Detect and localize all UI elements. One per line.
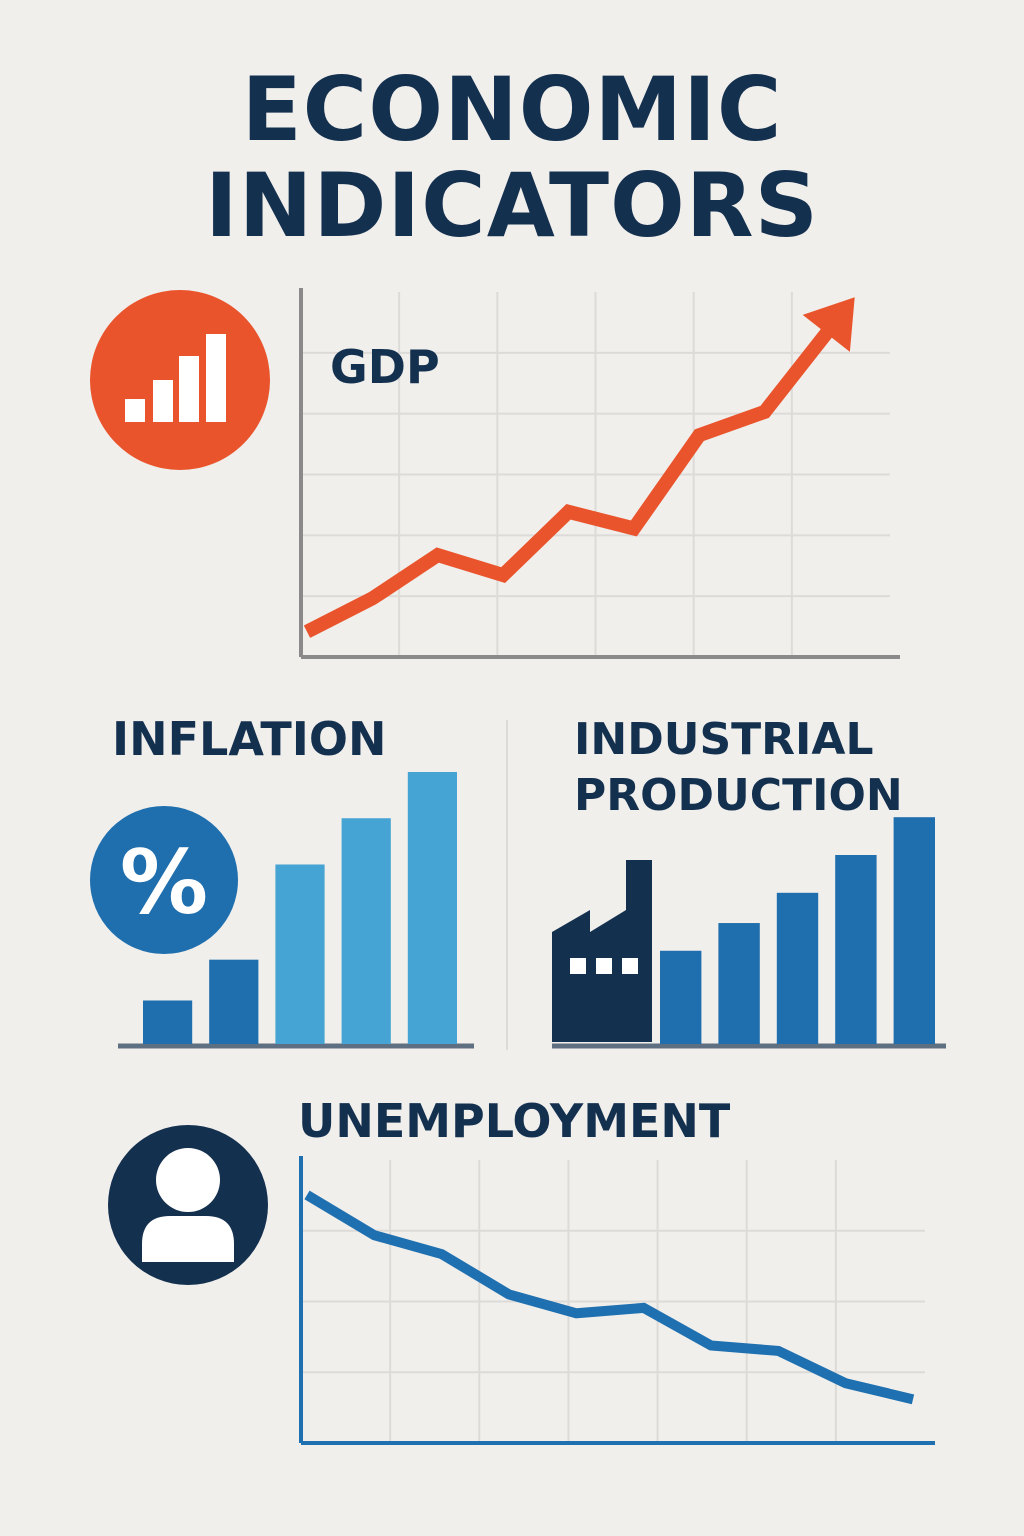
inflation-title: INFLATION: [112, 712, 387, 766]
inflation-bar: [275, 864, 325, 1044]
inflation-bar: [143, 1000, 193, 1044]
industrial-bar: [835, 855, 877, 1044]
industrial-bar: [718, 923, 760, 1044]
industrial-production-title: INDUSTRIAL PRODUCTION: [574, 712, 903, 824]
unemployment-title: UNEMPLOYMENT: [298, 1094, 731, 1148]
gdp-series-line: [303, 324, 836, 638]
percent-icon: %: [90, 806, 238, 954]
unemployment-series-line: [304, 1190, 915, 1405]
main-title: ECONOMIC INDICATORS: [0, 62, 1024, 254]
industrial-title-line-1: INDUSTRIAL: [574, 714, 874, 765]
industrial-bar: [776, 892, 819, 1044]
main-title-line-2: INDICATORS: [204, 154, 819, 257]
industrial-bar: [660, 950, 702, 1044]
inflation-icon-circle: [90, 806, 238, 954]
inflation-bar: [341, 818, 391, 1044]
factory-icon: [552, 860, 652, 1042]
industrial-title-line-2: PRODUCTION: [574, 770, 903, 821]
main-title-line-1: ECONOMIC: [241, 58, 783, 161]
gdp-arrow-head: [802, 297, 855, 352]
gdp-title: GDP: [330, 340, 440, 394]
industrial-bar: [893, 817, 935, 1044]
person-icon: [108, 1125, 268, 1285]
svg-text:%: %: [120, 831, 208, 934]
bar-chart-icon: [90, 290, 270, 470]
inflation-bar: [209, 959, 259, 1044]
inflation-bar: [407, 772, 457, 1044]
